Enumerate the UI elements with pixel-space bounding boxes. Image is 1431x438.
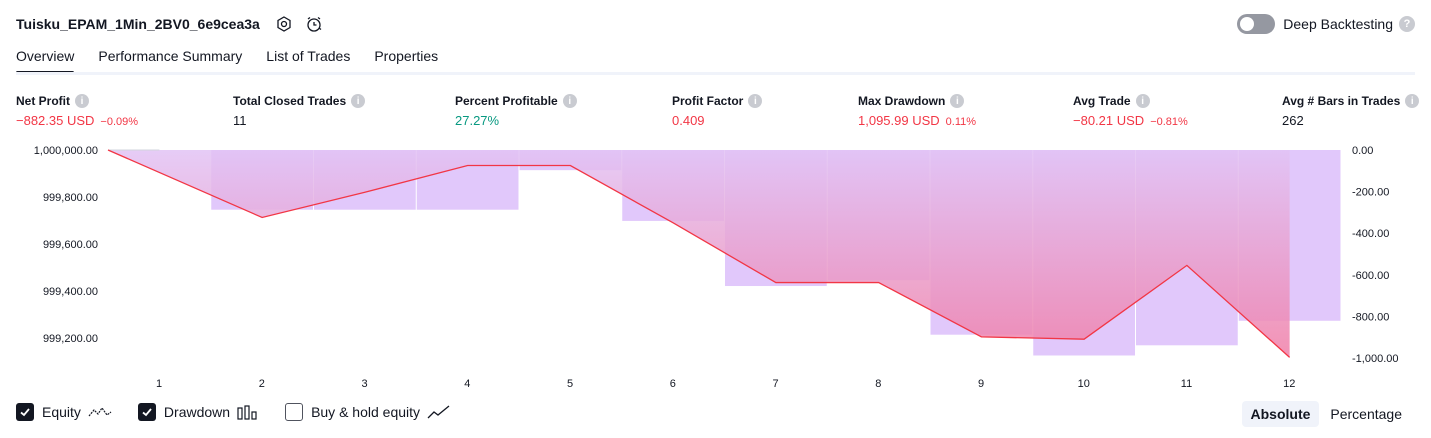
legend-buy-hold-label: Buy & hold equity [311, 404, 420, 420]
equity-line-icon [88, 404, 112, 420]
x-axis-tick: 12 [1283, 378, 1295, 390]
x-axis-tick: 6 [670, 378, 676, 390]
strategy-header: Tuisku_EPAM_1Min_2BV0_6e9cea3a [16, 12, 324, 36]
legend-equity[interactable]: Equity [16, 403, 112, 421]
metric-label: Avg Trade [1073, 94, 1131, 108]
right-axis-tick: -600.00 [1352, 270, 1389, 282]
buy-hold-checkbox[interactable] [285, 403, 303, 421]
legend-equity-label: Equity [42, 404, 81, 420]
x-axis-tick: 1 [156, 378, 162, 390]
x-axis-tick: 11 [1181, 378, 1192, 390]
metric-value: −80.21 USD [1073, 113, 1144, 128]
metric-avg-bars: Avg # Bars in Trades i 262 [1282, 94, 1419, 128]
right-axis-tick: -200.00 [1352, 187, 1389, 199]
legend-buy-hold[interactable]: Buy & hold equity [285, 403, 451, 421]
chart-legend: Equity Drawdown Buy & hold equity [16, 403, 477, 421]
left-axis-tick: 1,000,000.00 [34, 145, 98, 157]
tab-overview[interactable]: Overview [16, 48, 74, 72]
metric-max-drawdown: Max Drawdown i 1,095.99 USD 0.11% [858, 94, 976, 128]
tab-bar: Overview Performance Summary List of Tra… [16, 48, 462, 72]
buy-hold-line-icon [427, 404, 451, 420]
metric-total-closed-trades: Total Closed Trades i 11 [233, 94, 365, 128]
info-icon[interactable]: i [1136, 94, 1150, 108]
metric-value: 262 [1282, 113, 1304, 128]
info-icon[interactable]: i [75, 94, 89, 108]
x-axis-tick: 10 [1078, 378, 1090, 390]
right-axis-tick: 0.00 [1352, 145, 1373, 157]
x-axis-tick: 9 [978, 378, 984, 390]
alarm-clock-icon[interactable] [304, 14, 324, 34]
metric-label: Total Closed Trades [233, 94, 346, 108]
metric-net-profit: Net Profit i −882.35 USD −0.09% [16, 94, 138, 128]
metric-percent: −0.09% [100, 116, 138, 128]
left-axis-tick: 999,200.00 [43, 333, 98, 345]
info-icon[interactable]: i [351, 94, 365, 108]
metric-value: 0.409 [672, 113, 705, 128]
left-axis-tick: 999,800.00 [43, 192, 98, 204]
tab-performance-summary[interactable]: Performance Summary [98, 48, 242, 72]
legend-drawdown-label: Drawdown [164, 404, 230, 420]
metric-label: Avg # Bars in Trades [1282, 94, 1400, 108]
metric-label: Net Profit [16, 94, 70, 108]
left-axis-tick: 999,600.00 [43, 239, 98, 251]
drawdown-bars-icon [237, 404, 259, 420]
equity-checkbox[interactable] [16, 403, 34, 421]
x-axis-tick: 7 [772, 378, 778, 390]
metric-percent-profitable: Percent Profitable i 27.27% [455, 94, 577, 128]
metric-value: −882.35 USD [16, 113, 94, 128]
metric-percent: −0.81% [1150, 116, 1188, 128]
tabs-divider [16, 72, 1415, 75]
right-axis-tick: -400.00 [1352, 228, 1389, 240]
deep-backtesting: Deep Backtesting ? [1237, 12, 1415, 36]
info-icon[interactable]: i [1405, 94, 1419, 108]
right-axis-tick: -800.00 [1352, 311, 1389, 323]
view-mode-switch: Absolute Percentage [1240, 401, 1412, 427]
info-icon[interactable]: i [748, 94, 762, 108]
percentage-button[interactable]: Percentage [1321, 401, 1411, 427]
drawdown-checkbox[interactable] [138, 403, 156, 421]
info-icon[interactable]: i [563, 94, 577, 108]
metric-avg-trade: Avg Trade i −80.21 USD −0.81% [1073, 94, 1188, 128]
left-axis-tick: 999,400.00 [43, 286, 98, 298]
metrics-row: Net Profit i −882.35 USD −0.09% Total Clos… [0, 94, 1431, 134]
settings-icon[interactable] [274, 14, 294, 34]
absolute-button[interactable]: Absolute [1242, 401, 1320, 427]
metric-label: Profit Factor [672, 94, 743, 108]
x-axis-tick: 5 [567, 378, 573, 390]
metric-label: Max Drawdown [858, 94, 945, 108]
x-axis-tick: 3 [361, 378, 367, 390]
x-axis-tick: 4 [464, 378, 470, 390]
x-axis-tick: 8 [875, 378, 881, 390]
strategy-title: Tuisku_EPAM_1Min_2BV0_6e9cea3a [16, 16, 260, 32]
x-axis-tick: 2 [259, 378, 265, 390]
metric-label: Percent Profitable [455, 94, 558, 108]
metric-value: 27.27% [455, 113, 499, 128]
metric-value: 1,095.99 USD [858, 113, 940, 128]
info-icon[interactable]: i [950, 94, 964, 108]
deep-backtesting-toggle[interactable] [1237, 14, 1275, 34]
legend-drawdown[interactable]: Drawdown [138, 403, 259, 421]
metric-value: 11 [233, 113, 247, 128]
tab-list-of-trades[interactable]: List of Trades [266, 48, 350, 72]
right-axis-tick: -1,000.00 [1352, 353, 1398, 365]
metric-percent: 0.11% [946, 116, 976, 128]
deep-backtesting-label: Deep Backtesting [1283, 16, 1393, 32]
metric-profit-factor: Profit Factor i 0.409 [672, 94, 762, 128]
tab-properties[interactable]: Properties [374, 48, 438, 72]
help-icon[interactable]: ? [1399, 16, 1415, 32]
equity-drawdown-chart[interactable]: 1,000,000.00 999,800.00 999,600.00 999,400.… [0, 138, 1431, 396]
